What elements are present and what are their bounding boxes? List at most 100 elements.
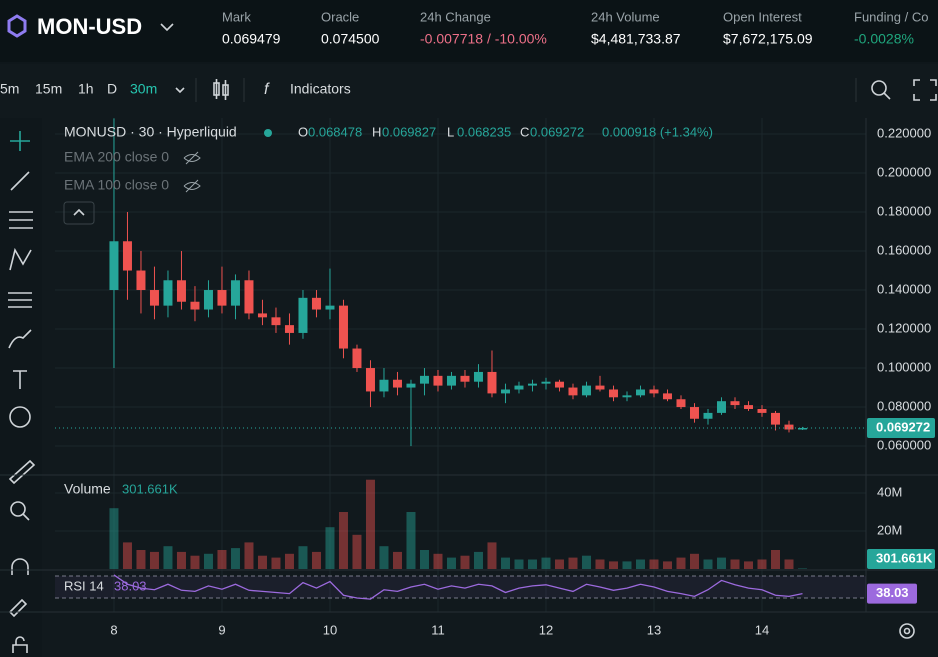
volume-bar	[784, 559, 794, 569]
stat-label: Oracle	[321, 9, 359, 24]
candle-body	[217, 290, 227, 306]
candle-body	[257, 313, 267, 318]
collapse-icon	[73, 208, 85, 216]
symbol-dropdown[interactable]	[160, 23, 174, 32]
volume-bar	[568, 557, 578, 569]
stat-label: Mark	[222, 9, 251, 24]
volume-bar	[703, 559, 713, 569]
volume-bar	[473, 551, 483, 569]
volume-bar	[595, 559, 605, 569]
volume-bar	[730, 559, 740, 569]
candle-body	[298, 297, 308, 333]
volume-bar	[244, 542, 254, 569]
volume-bar	[581, 555, 591, 569]
chart-type-button[interactable]	[213, 79, 229, 100]
indicators-button[interactable]: Indicators	[290, 81, 351, 97]
stat-label: 24h Volume	[591, 9, 660, 24]
candle-body	[487, 371, 497, 394]
header-bg	[0, 0, 938, 62]
drawing-tools[interactable]	[8, 131, 36, 653]
fx-icon[interactable]: f	[264, 81, 270, 98]
volume-bar	[635, 559, 645, 569]
candle-body	[676, 399, 686, 408]
interval-dropdown[interactable]	[175, 87, 185, 94]
last-rsi-box	[867, 583, 917, 604]
ohlc-label: L	[447, 124, 454, 139]
y-tick-label: 0.100000	[877, 359, 931, 374]
candle-body	[757, 409, 767, 413]
volume-bar	[298, 546, 308, 569]
last-volume-label: 301.661K	[876, 550, 933, 565]
chart-bg	[0, 64, 938, 657]
volume-bar	[338, 512, 348, 569]
last-volume-box	[867, 549, 935, 569]
plot: 8 9 10 11 12 13 14 0.220000 0.200000 0.180000 0.16…	[0, 118, 938, 637]
legend-title: MONUSD · 30 · Hyperliquid	[64, 124, 237, 140]
interval-button[interactable]: 30m	[130, 81, 157, 97]
candle-body	[109, 241, 119, 291]
candle-body	[136, 270, 146, 291]
volume-bar	[230, 548, 240, 569]
last-rsi-label: 38.03	[876, 585, 909, 600]
candle-body	[568, 387, 578, 396]
volume-bar	[757, 559, 767, 569]
volume-bar	[136, 550, 146, 569]
candle-body	[622, 395, 632, 398]
y-tick-label: 20M	[877, 522, 902, 537]
settings-button[interactable]	[899, 623, 915, 639]
candle-body	[595, 385, 605, 390]
y-tick-label: 0.140000	[877, 281, 931, 296]
rsi-line	[113, 574, 803, 600]
volume-bar	[352, 534, 362, 569]
candle-body	[541, 381, 551, 384]
interval-button[interactable]: 15m	[35, 81, 62, 97]
screenshot-button[interactable]	[871, 80, 891, 100]
study-label: EMA 200 close 0	[64, 149, 169, 165]
candle-body	[527, 383, 537, 386]
volume-bar	[676, 557, 686, 569]
x-tick-label: 12	[539, 622, 553, 637]
candle-body	[730, 401, 740, 406]
status-dot	[264, 129, 272, 137]
stat-value: -0.007718 / -10.00%	[420, 31, 547, 47]
candle-body	[460, 375, 470, 382]
volume-bar	[190, 555, 200, 569]
stat-label: Funding / Co	[854, 9, 928, 24]
symbol[interactable]: MON-USD	[37, 14, 142, 39]
candle-body	[163, 280, 173, 306]
candle-body	[662, 393, 672, 400]
ohlc-value: 0.068235	[457, 124, 511, 139]
stat-value: $7,672,175.09	[723, 31, 813, 47]
x-tick-label: 13	[647, 622, 661, 637]
fullscreen-button[interactable]	[913, 79, 937, 101]
y-tick-label: 0.120000	[877, 320, 931, 335]
candle-body	[406, 383, 416, 388]
study-label: EMA 100 close 0	[64, 177, 169, 193]
interval-button[interactable]: 5m	[0, 81, 19, 97]
volume-bar	[608, 561, 618, 569]
stat-value: -0.0028%	[854, 31, 914, 47]
volume-bar	[770, 550, 780, 569]
volume-bar	[743, 561, 753, 569]
legend-change: 0.000918 (+1.34%)	[602, 124, 713, 139]
collapse-legend[interactable]	[63, 201, 95, 225]
interval-button[interactable]: 1h	[78, 81, 94, 97]
y-tick-label: 40M	[877, 484, 902, 499]
candle-body	[608, 389, 618, 398]
x-tick-label: 14	[755, 622, 769, 637]
stats: Mark 0.069479 Oracle 0.074500 24h Change -0.0…	[222, 9, 928, 46]
y-tick-label: 0.080000	[877, 398, 931, 413]
volume-title: Volume	[64, 481, 111, 497]
ohlc-label: O	[298, 124, 308, 139]
volume-bar	[527, 559, 537, 569]
candle-body	[500, 389, 510, 394]
hidden-icon[interactable]	[183, 179, 201, 193]
candle-body	[554, 381, 564, 388]
candle-body	[284, 325, 294, 333]
hidden-icon[interactable]	[183, 151, 201, 165]
y-tick-label: 0.160000	[877, 242, 931, 257]
candle-body	[392, 379, 402, 388]
volume-bar	[662, 561, 672, 569]
interval-button[interactable]: D	[107, 81, 117, 97]
